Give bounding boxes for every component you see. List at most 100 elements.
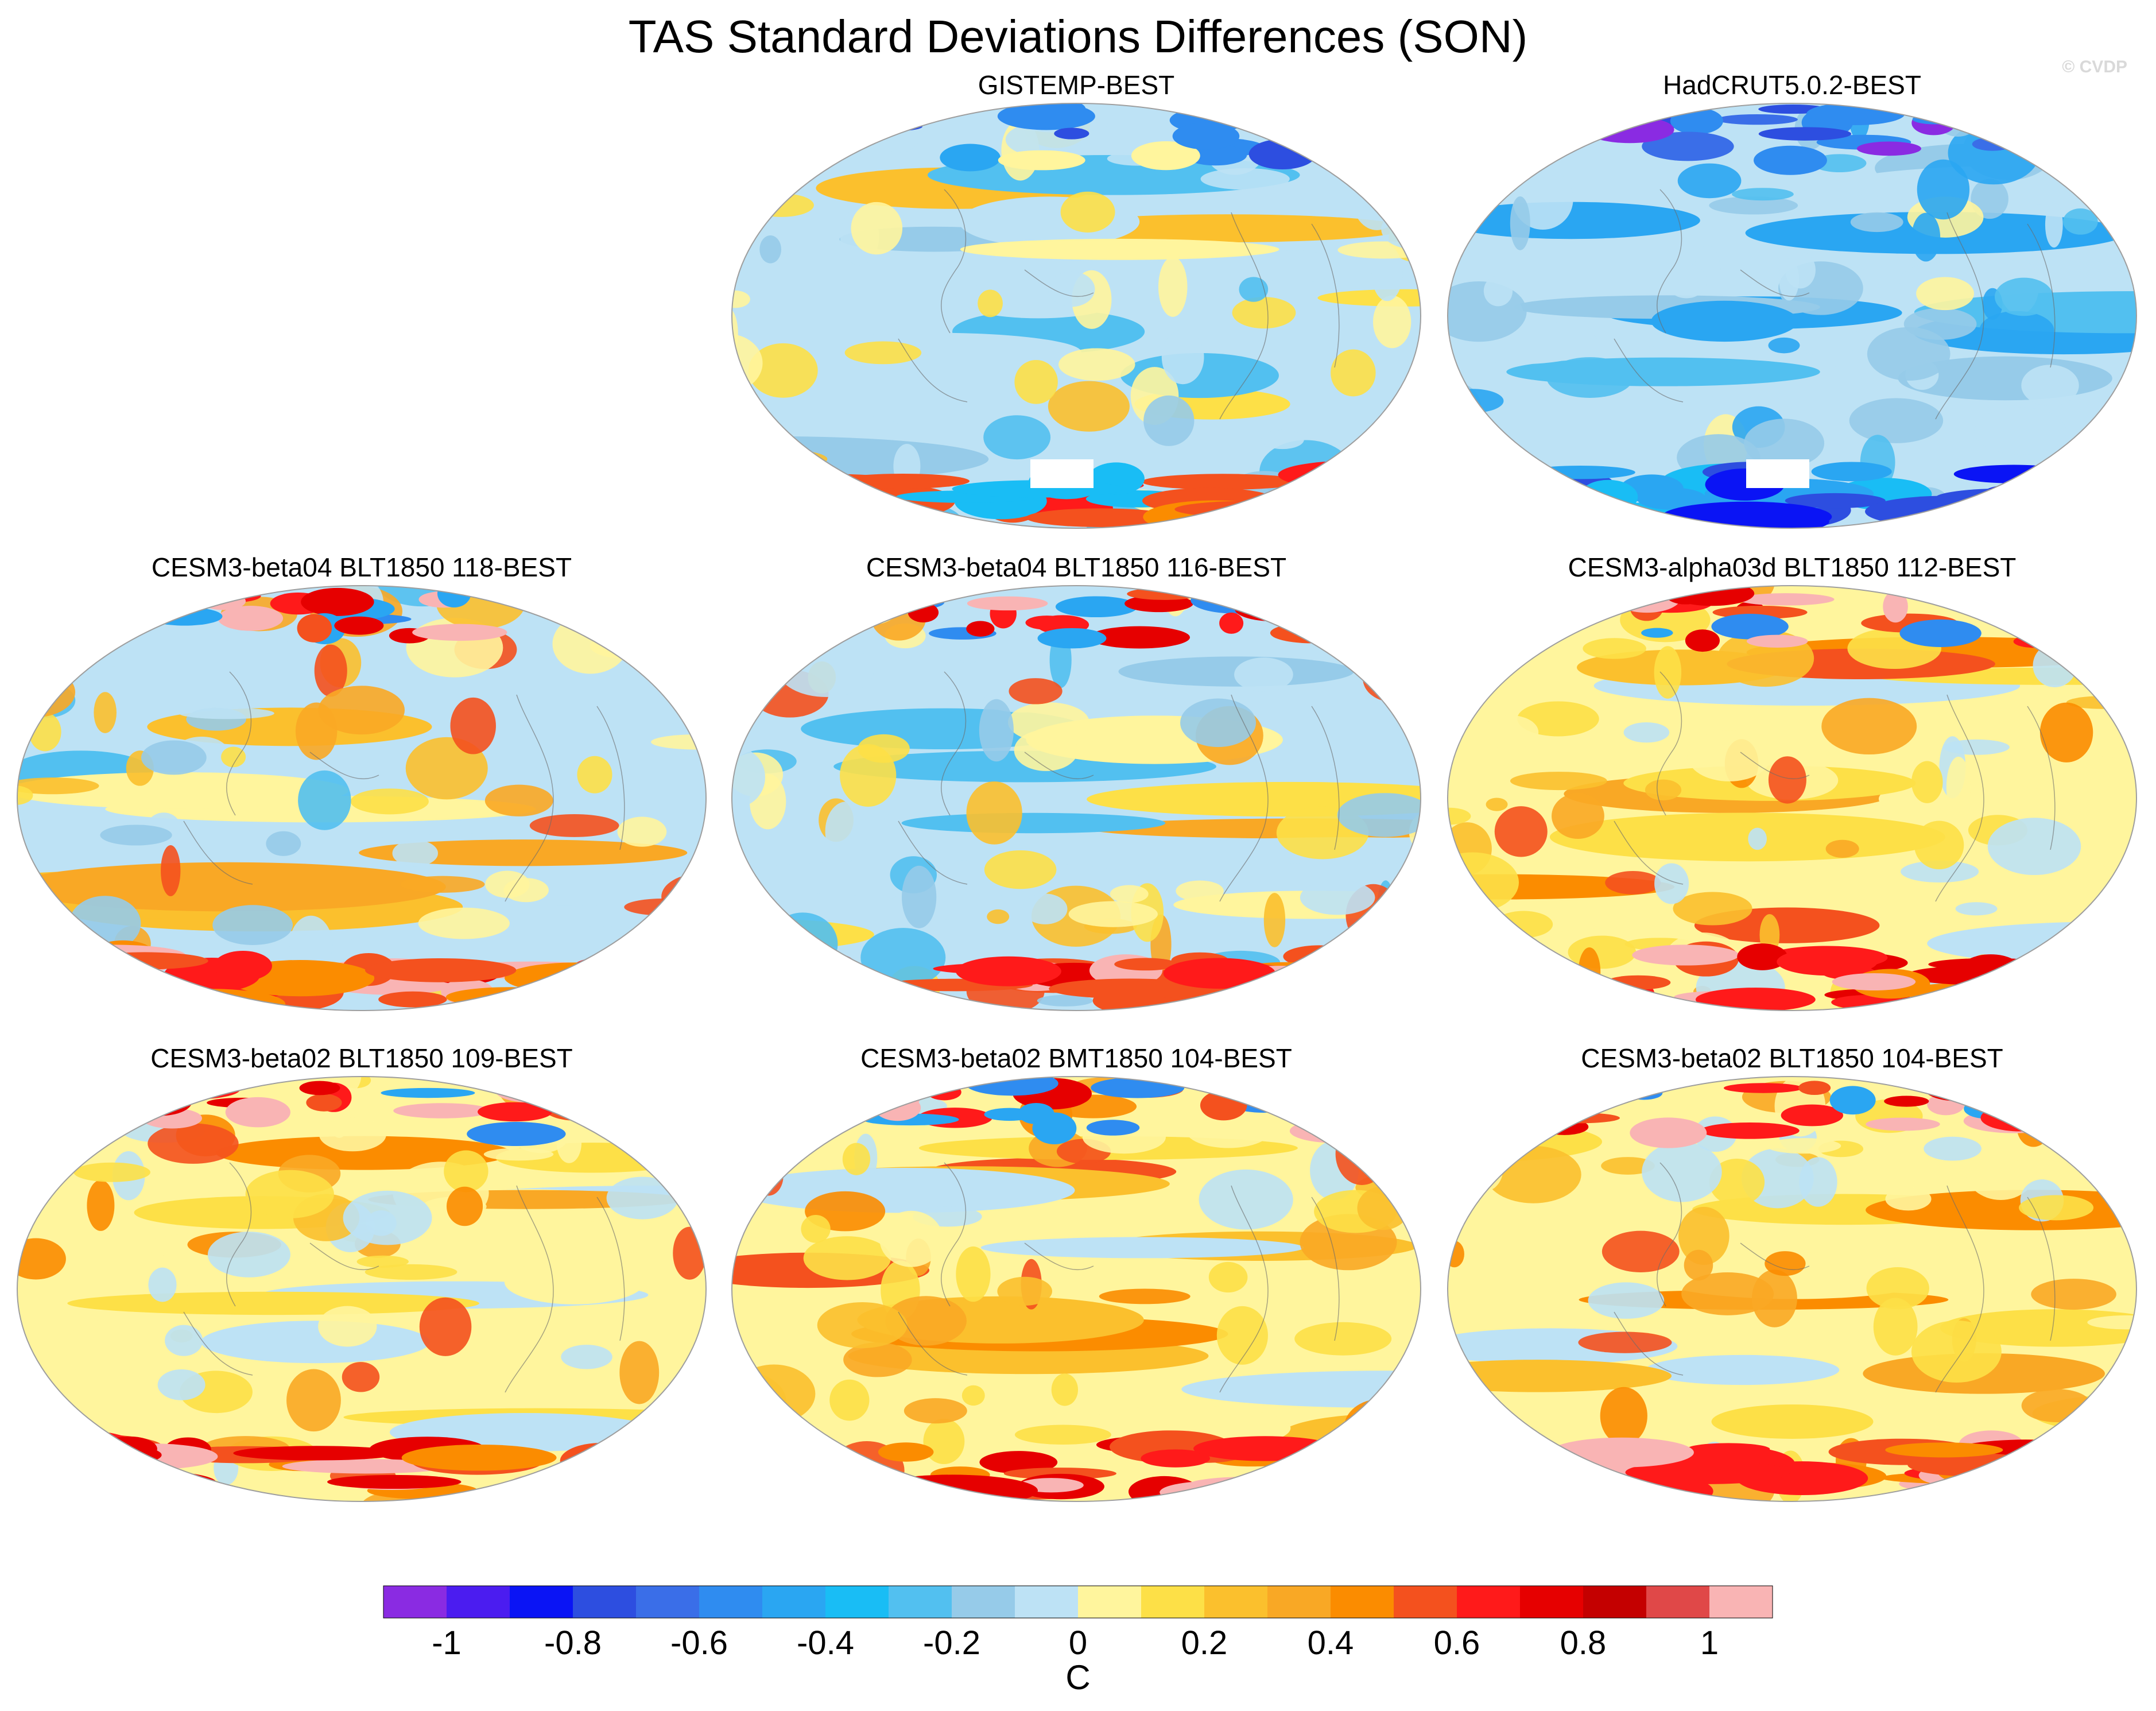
anomaly-blob: [2063, 208, 2098, 235]
anomaly-blob: [94, 692, 117, 733]
arctic-anomaly: [1641, 628, 1673, 638]
anomaly-band: [901, 812, 1166, 834]
anomaly-blob: [1684, 1249, 1713, 1281]
arctic-anomaly: [967, 596, 1048, 611]
anomaly-blob: [2066, 1463, 2084, 1491]
arctic-anomaly: [129, 1087, 192, 1116]
southern-ocean-anomaly: [1448, 1459, 1546, 1494]
arctic-anomaly: [966, 621, 995, 637]
anomaly-blob: [1785, 251, 1816, 289]
southern-ocean-anomaly: [2060, 477, 2136, 493]
anomaly-blob: [17, 947, 34, 979]
anomaly-blob: [1510, 196, 1530, 250]
map-panel: CESM3-beta02 BLT1850 104-BEST: [1442, 1042, 2142, 1513]
southern-ocean-anomaly: [1174, 500, 1347, 518]
anomaly-blob: [2042, 1430, 2069, 1454]
anomaly-blob: [1748, 827, 1767, 850]
coastline: [1935, 694, 1984, 902]
arctic-anomaly: [1866, 1117, 1940, 1131]
arctic-anomaly: [1923, 1077, 1990, 1101]
map-panel: HadCRUT5.0.2-BEST: [1442, 69, 2142, 540]
anomaly-blob: [979, 699, 1014, 762]
arctic-anomaly: [1723, 1083, 1803, 1093]
arctic-anomaly: [1829, 1086, 1876, 1115]
coastline: [1024, 269, 1094, 297]
colorbar-segment: [825, 1586, 889, 1618]
coastline: [505, 1185, 554, 1393]
colorbar-tick-label: 0: [1068, 1624, 1088, 1662]
anomaly-band: [17, 862, 446, 912]
anomaly-blob: [844, 341, 922, 365]
map-panel: CESM3-alpha03d BLT1850 112-BEST: [1442, 551, 2142, 1022]
map-outline: [1447, 1076, 2138, 1502]
southern-ocean-anomaly: [732, 1464, 825, 1487]
southern-ocean-anomaly: [401, 1444, 557, 1471]
southern-ocean-anomaly: [1448, 1455, 1517, 1476]
anomaly-band: [67, 1291, 479, 1315]
anomaly-blob: [746, 981, 785, 1011]
anomaly-band: [359, 839, 688, 866]
arctic-anomaly: [1991, 602, 2019, 619]
anomaly-blob: [770, 103, 820, 121]
anomaly-blob: [732, 291, 750, 308]
anomaly-blob: [1337, 793, 1421, 837]
anomaly-blob: [1448, 623, 1516, 637]
southern-ocean-anomaly: [17, 1430, 137, 1464]
southern-ocean-anomaly: [557, 1484, 654, 1501]
anomaly-blob: [529, 814, 619, 837]
anomaly-blob: [825, 802, 867, 862]
anomaly-blob: [484, 784, 553, 816]
colorbar-tick-label: -0.4: [797, 1624, 854, 1662]
southern-ocean-anomaly: [1448, 958, 1527, 976]
coastline: [1657, 671, 1682, 816]
anomaly-blob: [1645, 779, 1682, 801]
arctic-anomaly: [412, 624, 507, 641]
anomaly-blob: [1825, 839, 1859, 858]
anomaly-blob: [1455, 518, 1500, 528]
southern-ocean-anomaly: [1332, 1467, 1401, 1492]
southern-ocean-anomaly: [1247, 1477, 1362, 1491]
arctic-anomaly: [577, 1077, 603, 1097]
anomaly-blob: [2041, 452, 2136, 500]
anomaly-blob: [447, 1186, 483, 1226]
arctic-anomaly: [1257, 1080, 1329, 1111]
anomaly-blob: [749, 193, 814, 217]
southern-ocean-anomaly: [1163, 958, 1275, 989]
anomaly-blob: [1677, 163, 1742, 199]
southern-ocean-anomaly: [1777, 948, 1878, 976]
southern-ocean-anomaly: [1476, 954, 1550, 973]
anomaly-blob: [1335, 1122, 1389, 1185]
anomaly-blob: [364, 1264, 457, 1280]
arctic-anomaly: [225, 1097, 290, 1128]
arctic-anomaly: [589, 595, 650, 621]
coastline: [1219, 212, 1269, 420]
arctic-anomaly: [908, 602, 939, 623]
anomaly-blob: [1300, 880, 1375, 915]
southern-ocean-anomaly: [878, 1442, 934, 1462]
anomaly-blob: [1448, 130, 1513, 158]
coastline: [2027, 1197, 2056, 1341]
anomaly-blob: [1399, 969, 1418, 1000]
anomaly-blob: [1917, 159, 1970, 220]
anomaly-blob: [1568, 935, 1637, 969]
southern-ocean-anomaly: [233, 1446, 401, 1461]
coastline: [1935, 212, 1984, 420]
coastline: [898, 338, 968, 402]
anomaly-blob: [997, 1276, 1053, 1306]
anomaly-blob: [978, 289, 1003, 318]
anomaly-blob: [1250, 250, 1340, 283]
southern-ocean-anomaly: [2030, 955, 2076, 991]
coastline: [1614, 1311, 1684, 1376]
southern-ocean-anomaly: [365, 958, 517, 982]
southern-ocean-anomaly: [1142, 474, 1304, 490]
anomaly-blob: [1294, 1322, 1392, 1356]
anomaly-blob: [1051, 1373, 1079, 1406]
arctic-anomaly: [1711, 614, 1789, 640]
anomaly-blob: [2093, 756, 2120, 777]
anomaly-blob: [1099, 1288, 1191, 1304]
coastline: [183, 820, 253, 885]
arctic-anomaly: [334, 616, 384, 635]
anomaly-blob: [1943, 739, 2010, 755]
global-map: [16, 1076, 707, 1502]
anomaly-blob: [289, 915, 333, 974]
